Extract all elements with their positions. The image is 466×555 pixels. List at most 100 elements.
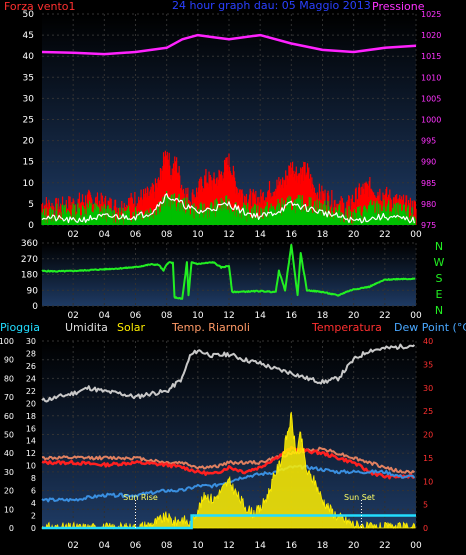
x-tick-label: 08 <box>161 311 173 321</box>
humidity-tick-label: 50 <box>4 431 14 440</box>
compass-letter: W <box>434 256 445 269</box>
rain-tick-label: 10 <box>26 462 36 471</box>
x-tick-label: 02 <box>67 311 78 321</box>
legend-item: Pioggia <box>0 321 40 334</box>
wind-tick-label: 20 <box>23 137 35 147</box>
direction-tick-label: 270 <box>21 255 38 265</box>
x-tick-label: 02 <box>67 230 78 240</box>
wind-mean-line <box>41 193 415 224</box>
humidity-line <box>41 343 416 403</box>
pressure-tick-label: 1025 <box>421 10 441 19</box>
pressure-tick-label: 985 <box>421 179 436 188</box>
rain-line <box>42 514 416 530</box>
temperature-tick-label: 35 <box>423 360 433 369</box>
direction-tick-label: 0 <box>32 302 38 312</box>
x-tick-label: 18 <box>317 230 329 240</box>
x-tick-label: 08 <box>161 230 173 240</box>
wind-axis-label: Forza vento1 <box>4 0 76 13</box>
x-tick-label: 12 <box>223 311 234 321</box>
wind-tick-label: 0 <box>28 221 34 231</box>
x-tick-label: 04 <box>99 230 111 240</box>
humidity-tick-label: 70 <box>4 393 14 402</box>
x-tick-label: 22 <box>379 541 390 551</box>
x-tick-label: 10 <box>192 541 204 551</box>
x-tick-label: 00 <box>410 230 422 240</box>
compass-letter: N <box>435 240 443 253</box>
x-tick-label: 04 <box>99 541 111 551</box>
humidity-tick-label: 100 <box>0 337 14 346</box>
direction-tick-label: 180 <box>21 271 38 281</box>
x-tick-label: 14 <box>254 311 266 321</box>
direction-tick-label: 90 <box>27 286 39 296</box>
pressure-tick-label: 1010 <box>421 73 441 82</box>
pressure-tick-label: 1020 <box>421 31 441 40</box>
wind-tick-label: 50 <box>23 10 35 20</box>
wind-tick-label: 35 <box>23 73 34 83</box>
humidity-tick-label: 80 <box>4 374 14 383</box>
rain-tick-label: 20 <box>26 399 36 408</box>
x-tick-label: 06 <box>130 230 142 240</box>
x-tick-label: 18 <box>317 311 329 321</box>
temperature-tick-label: 15 <box>423 454 433 463</box>
x-tick-label: 10 <box>192 311 204 321</box>
compass-letter: S <box>436 272 443 285</box>
direction-tick-label: 360 <box>21 239 38 249</box>
wind-pressure-series <box>41 33 417 225</box>
rain-tick-label: 16 <box>26 424 36 433</box>
wind-tick-label: 15 <box>23 158 34 168</box>
x-tick-label: 22 <box>379 311 390 321</box>
wind-tick-label: 10 <box>23 179 35 189</box>
temperature-tick-label: 0 <box>423 524 428 533</box>
wind-tick-label: 45 <box>23 31 34 41</box>
x-tick-label: 16 <box>286 541 298 551</box>
pressure-tick-label: 1000 <box>421 116 441 125</box>
wind-tick-label: 40 <box>23 52 35 62</box>
legend-item: Temperatura <box>311 321 382 334</box>
x-tick-label: 22 <box>379 230 390 240</box>
temp-riarnoli-line <box>41 446 416 474</box>
wind-tick-label: 25 <box>23 116 34 126</box>
rain-tick-label: 22 <box>26 387 36 396</box>
x-tick-label: 00 <box>410 541 422 551</box>
rain-tick-label: 12 <box>26 449 36 458</box>
legend-item: Umidita <box>65 321 108 334</box>
rain-tick-label: 8 <box>31 474 36 483</box>
compass-letter: E <box>436 288 443 301</box>
humidity-tick-label: 40 <box>4 449 14 458</box>
x-tick-label: 06 <box>130 541 142 551</box>
x-tick-label: 06 <box>130 311 142 321</box>
humidity-tick-label: 90 <box>4 356 14 365</box>
temperature-tick-label: 20 <box>423 431 433 440</box>
x-tick-label: 20 <box>348 541 360 551</box>
x-tick-label: 12 <box>223 230 234 240</box>
humidity-tick-label: 60 <box>4 412 14 421</box>
rain-tick-label: 14 <box>26 437 36 446</box>
wind-direction-line <box>41 243 416 300</box>
humidity-tick-label: 10 <box>4 505 14 514</box>
temperature-tick-label: 40 <box>423 337 433 346</box>
temperature-tick-label: 5 <box>423 501 428 510</box>
wind-tick-label: 5 <box>28 200 34 210</box>
rain-tick-label: 0 <box>31 524 36 533</box>
humidity-tick-label: 30 <box>4 468 14 477</box>
x-tick-label: 20 <box>348 311 360 321</box>
wind-pressure-grid <box>42 13 417 226</box>
temperature-humidity-legend: Pioggia Umidita Solar Temp. Riarnoli Tempera… <box>0 321 466 334</box>
pressure-tick-label: 995 <box>421 137 436 146</box>
temperature-line <box>41 445 415 480</box>
x-tick-label: 16 <box>286 230 298 240</box>
humidity-tick-label: 20 <box>4 487 14 496</box>
pressure-axis-label: Pressione <box>372 0 425 13</box>
x-tick-label: 00 <box>410 311 422 321</box>
x-tick-label: 14 <box>254 230 266 240</box>
x-tick-label: 16 <box>286 311 298 321</box>
rain-tick-label: 2 <box>31 512 36 521</box>
temperature-tick-label: 10 <box>423 477 433 486</box>
humidity-tick-label: 0 <box>9 524 14 533</box>
rain-tick-label: 28 <box>26 349 36 358</box>
wind-pressure-ticks: 0510152025303540455097598098599099510001… <box>23 10 442 240</box>
wind-pressure-panel: 0510152025303540455097598098599099510001… <box>4 0 441 240</box>
pressure-tick-label: 980 <box>421 200 436 209</box>
